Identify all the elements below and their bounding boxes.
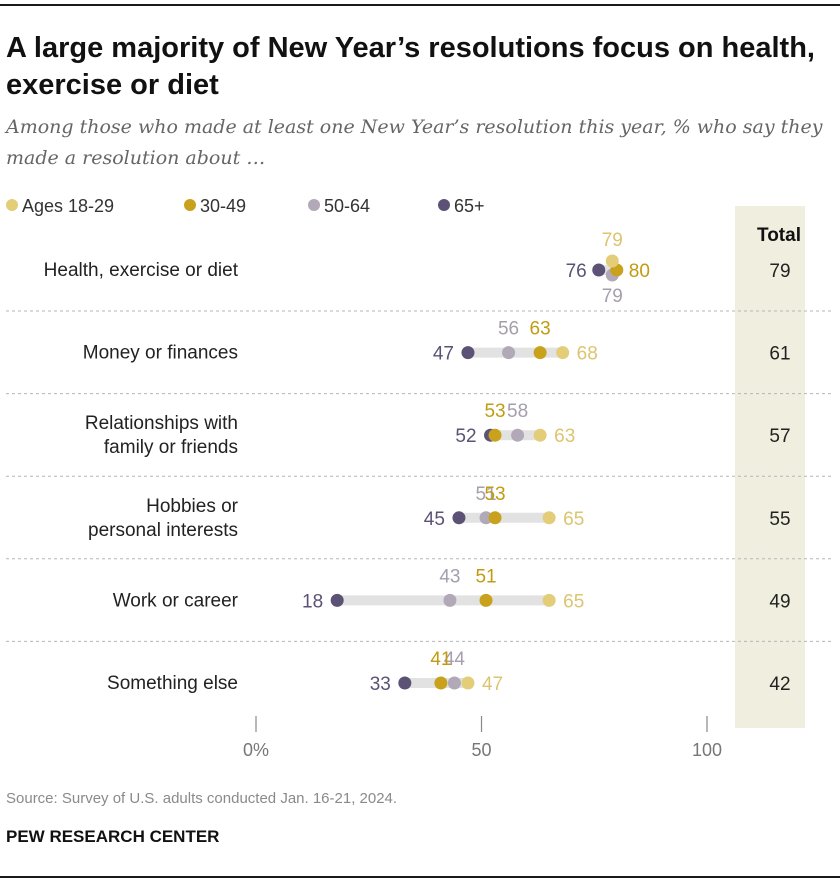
chart-subtitle: Among those who made at least one New Ye…: [6, 116, 823, 169]
value-label: 63: [554, 426, 575, 447]
legend-swatch: [184, 199, 196, 212]
total-value: 55: [769, 509, 790, 530]
value-label: 47: [433, 344, 454, 365]
legend-label: 65+: [454, 196, 485, 216]
data-point: [511, 428, 525, 442]
legend-item-30-49: 30-49: [184, 193, 246, 219]
value-label: 44: [444, 649, 466, 670]
data-point: [479, 511, 493, 525]
category-label: family or friends: [104, 437, 238, 458]
total-value: 42: [769, 674, 790, 695]
legend-item-50-64: 50-64: [308, 193, 370, 219]
value-label: 51: [475, 566, 496, 587]
data-point: [443, 593, 457, 607]
legend-label: 50-64: [324, 196, 371, 216]
category-label: Relationships with: [85, 413, 238, 434]
data-point: [461, 346, 475, 360]
total-header: Total: [757, 225, 801, 246]
data-point: [502, 346, 516, 360]
legend-swatch: [6, 199, 18, 212]
value-label: 53: [484, 484, 505, 505]
legend-item-ages-18-29: Ages 18-29: [6, 193, 114, 219]
x-tick-label: 50: [471, 740, 491, 760]
bottom-rule: [0, 876, 840, 878]
value-label: 56: [498, 319, 519, 340]
legend-label: 30-49: [200, 196, 247, 216]
value-label: 45: [424, 509, 445, 530]
data-point: [556, 346, 570, 360]
value-label: 33: [370, 674, 391, 695]
data-point: [533, 428, 547, 442]
legend-swatch: [308, 199, 320, 212]
brand-name: PEW RESEARCH CENTER: [6, 827, 220, 846]
data-point: [452, 511, 466, 525]
legend-label: Ages 18-29: [22, 196, 115, 216]
data-point: [479, 593, 493, 607]
value-label: 47: [482, 674, 503, 695]
data-point: [605, 254, 619, 268]
x-tick-label: 100: [692, 740, 722, 760]
data-point: [533, 346, 547, 360]
legend-swatch: [438, 199, 450, 212]
data-point: [488, 511, 502, 525]
category-label: Money or finances: [83, 343, 238, 364]
top-rule: [0, 4, 840, 6]
data-point: [488, 428, 502, 442]
data-point: [330, 593, 344, 607]
x-tick-label: 0%: [243, 740, 269, 760]
chart-title: A large majority of New Year’s resolutio…: [6, 32, 815, 101]
value-label: 68: [577, 344, 598, 365]
value-label: 65: [563, 509, 584, 530]
value-label: 79: [602, 286, 623, 307]
data-point: [592, 263, 606, 277]
value-label: 43: [439, 566, 460, 587]
value-label: 53: [484, 401, 505, 422]
source-note: Source: Survey of U.S. adults conducted …: [6, 790, 398, 807]
value-label: 18: [302, 591, 323, 612]
total-value: 61: [769, 344, 790, 365]
category-label: Hobbies or: [146, 496, 239, 517]
data-point: [461, 676, 475, 690]
value-label: 52: [455, 426, 476, 447]
value-label: 51: [475, 484, 496, 505]
data-point: [447, 676, 461, 690]
category-label: Work or career: [113, 590, 239, 611]
total-value: 79: [769, 261, 790, 282]
total-column-bg: [735, 206, 805, 728]
legend-item-65-plus: 65+: [438, 193, 485, 219]
category-label: Something else: [107, 673, 238, 694]
value-label: 63: [530, 319, 551, 340]
data-point: [542, 511, 556, 525]
category-label: Health, exercise or diet: [44, 260, 239, 281]
data-point: [398, 676, 412, 690]
value-label: 80: [629, 261, 650, 282]
value-label: 76: [566, 261, 587, 282]
data-point: [434, 676, 448, 690]
category-label: personal interests: [88, 520, 238, 541]
total-value: 57: [769, 426, 790, 447]
data-point: [542, 593, 556, 607]
value-label: 79: [602, 230, 623, 251]
value-label: 41: [430, 649, 451, 670]
value-label: 58: [507, 401, 528, 422]
total-value: 49: [769, 591, 790, 612]
value-label: 65: [563, 591, 584, 612]
